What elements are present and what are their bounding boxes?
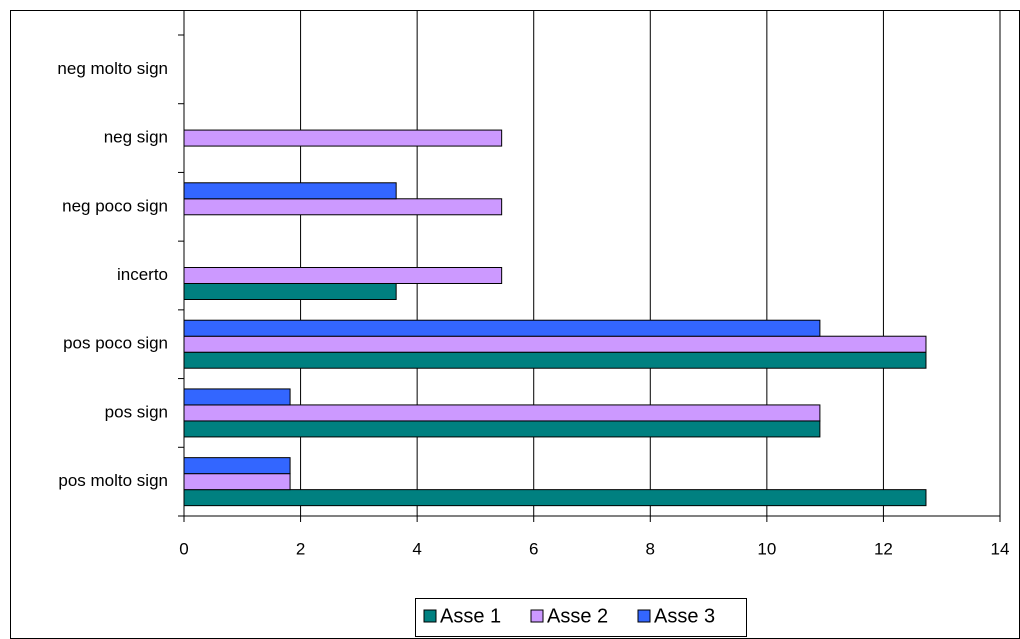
bar [183, 319, 821, 337]
bar [183, 457, 291, 475]
legend-swatch [530, 609, 544, 623]
y-tick-label: neg sign [104, 128, 168, 147]
legend-label: Asse 3 [654, 605, 715, 627]
bar [183, 129, 503, 147]
legend-swatch [423, 609, 437, 623]
y-tick-label: pos molto sign [58, 471, 168, 490]
x-tick-label: 8 [646, 539, 655, 558]
bar [183, 182, 397, 200]
y-tick-label: pos sign [105, 402, 168, 421]
x-tick-label: 14 [991, 539, 1010, 558]
y-tick-label: pos poco sign [63, 334, 168, 353]
bar [183, 388, 291, 406]
bar [183, 198, 503, 216]
x-tick-label: 12 [874, 539, 893, 558]
x-tick-label: 2 [296, 539, 305, 558]
bar [183, 404, 821, 422]
legend-label: Asse 1 [440, 605, 501, 627]
legend-label: Asse 2 [547, 605, 608, 627]
x-tick-label: 0 [179, 539, 188, 558]
x-tick-label: 4 [412, 539, 421, 558]
legend-swatch [637, 609, 651, 623]
bar [183, 283, 397, 300]
bar [183, 335, 927, 353]
bar [183, 420, 821, 438]
bar [183, 267, 503, 284]
bar [183, 473, 291, 491]
bar [183, 351, 927, 369]
y-tick-label: neg molto sign [57, 59, 168, 78]
y-tick-label: neg poco sign [62, 196, 168, 215]
x-tick-label: 6 [529, 539, 538, 558]
legend-box [415, 598, 747, 637]
bar [183, 489, 927, 507]
x-tick-label: 10 [757, 539, 776, 558]
y-tick-label: incerto [117, 265, 168, 284]
